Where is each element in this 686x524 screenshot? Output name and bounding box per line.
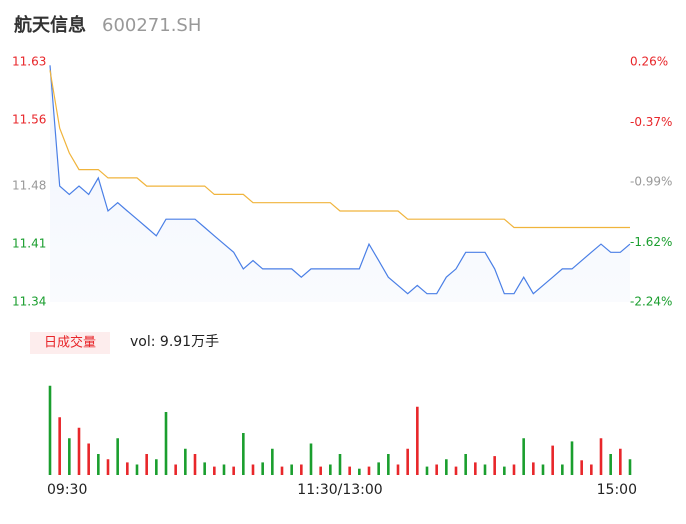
volume-bar <box>609 454 612 475</box>
volume-bar <box>232 466 235 475</box>
volume-bar <box>155 459 158 475</box>
y2-tick-label: -2.24% <box>630 295 672 309</box>
volume-bar <box>48 385 52 475</box>
volume-bar <box>271 448 274 475</box>
y-tick-label: 11.48 <box>12 179 46 193</box>
y-tick-label: 11.41 <box>12 237 46 251</box>
volume-bar <box>493 456 496 475</box>
volume-bar <box>464 454 467 475</box>
volume-bar <box>367 466 371 475</box>
y2-tick-label: -0.37% <box>630 115 672 129</box>
volume-bar <box>358 468 361 475</box>
volume-bar <box>628 459 632 475</box>
y2-tick-label: 0.26% <box>630 55 668 69</box>
volume-bar <box>483 464 487 475</box>
volume-bar <box>541 464 545 475</box>
volume-bar <box>619 448 622 475</box>
volume-bar <box>454 466 458 475</box>
volume-bar <box>522 438 525 475</box>
volume-bar <box>445 459 448 475</box>
y-tick-label: 11.56 <box>12 112 46 126</box>
y2-tick-label: -1.62% <box>630 235 672 249</box>
volume-bar <box>348 466 351 475</box>
volume-bar <box>580 460 583 475</box>
volume-bar <box>77 427 81 475</box>
volume-bar <box>425 466 429 475</box>
volume-bar <box>174 464 177 475</box>
volume-bar <box>68 438 71 475</box>
volume-bar <box>87 443 90 475</box>
volume-bar <box>164 412 168 475</box>
volume-bar <box>396 464 400 475</box>
volume-bar <box>97 454 100 475</box>
price-area <box>50 65 630 302</box>
volume-bar <box>116 438 119 475</box>
volume-bar <box>126 462 129 475</box>
volume-bar <box>213 466 216 475</box>
x-tick-label: 09:30 <box>47 482 87 498</box>
volume-bar <box>251 464 255 475</box>
x-tick-label: 15:00 <box>597 482 637 498</box>
volume-bar <box>416 406 419 475</box>
volume-bar <box>532 462 535 475</box>
chart-title: 航天信息 <box>14 14 86 36</box>
volume-bar <box>184 448 187 475</box>
y-tick-label: 11.34 <box>12 295 46 309</box>
volume-bar <box>570 441 574 475</box>
volume-bar <box>222 464 226 475</box>
volume-bar <box>338 454 342 475</box>
volume-bar <box>203 462 206 475</box>
volume-bar <box>145 454 148 475</box>
volume-badge <box>30 332 110 354</box>
volume-bar <box>300 464 303 475</box>
volume-bar <box>309 443 313 475</box>
volume-bar <box>512 464 516 475</box>
average-line <box>49 70 630 229</box>
volume-bar <box>290 464 293 475</box>
volume-bar <box>261 462 264 475</box>
volume-bar <box>193 454 197 475</box>
volume-bar <box>135 464 139 475</box>
volume-text: vol: 9.91万手 <box>130 334 219 350</box>
volume-bar <box>590 464 593 475</box>
x-tick-label: 11:30/13:00 <box>297 482 382 498</box>
volume-bar <box>561 464 564 475</box>
volume-label: 日成交量 <box>44 335 96 351</box>
volume-bar <box>387 454 390 475</box>
volume-bar <box>503 466 506 475</box>
volume-bar <box>242 433 245 475</box>
volume-bar <box>551 445 554 475</box>
chart-subtitle: 600271.SH <box>102 15 201 36</box>
volume-bar <box>377 462 380 475</box>
volume-bar <box>58 417 61 475</box>
volume-bar <box>106 459 110 475</box>
volume-bar <box>599 438 603 475</box>
price-line <box>49 65 631 295</box>
volume-bar <box>329 464 332 475</box>
volume-bar <box>280 466 284 475</box>
volume-bar <box>474 462 477 475</box>
y-tick-label: 11.63 <box>12 55 46 69</box>
volume-bar <box>435 464 438 475</box>
volume-bar <box>406 448 409 475</box>
y2-tick-label: -0.99% <box>630 175 672 189</box>
volume-bar <box>319 466 322 475</box>
